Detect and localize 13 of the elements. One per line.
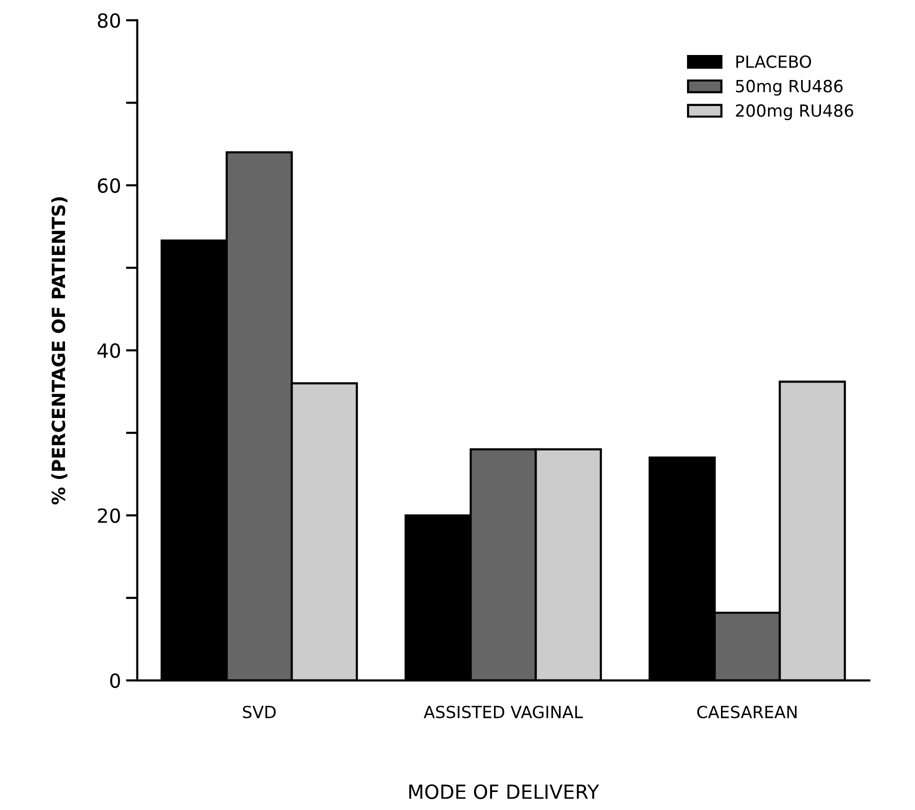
y-tick-label: 60 xyxy=(98,178,120,193)
y-tick-label: 20 xyxy=(98,508,120,524)
legend-label: 200mg RU486 xyxy=(736,104,854,120)
x-tick-label: SVD xyxy=(242,706,276,718)
y-tick-label: 0 xyxy=(110,673,120,688)
y-tick-label: 80 xyxy=(98,13,120,28)
y-tick-label: 40 xyxy=(97,343,120,358)
y-axis-title: % (PERCENTAGE OF PATIENTS) xyxy=(51,197,68,504)
legend-label: PLACEBO xyxy=(736,55,812,68)
x-tick-label: ASSISTED VAGINAL xyxy=(424,706,583,718)
legend-label: 50mg RU486 xyxy=(736,80,843,96)
x-tick-label: CAESAREAN xyxy=(697,706,797,718)
x-axis-title: MODE OF DELIVERY xyxy=(409,784,600,800)
